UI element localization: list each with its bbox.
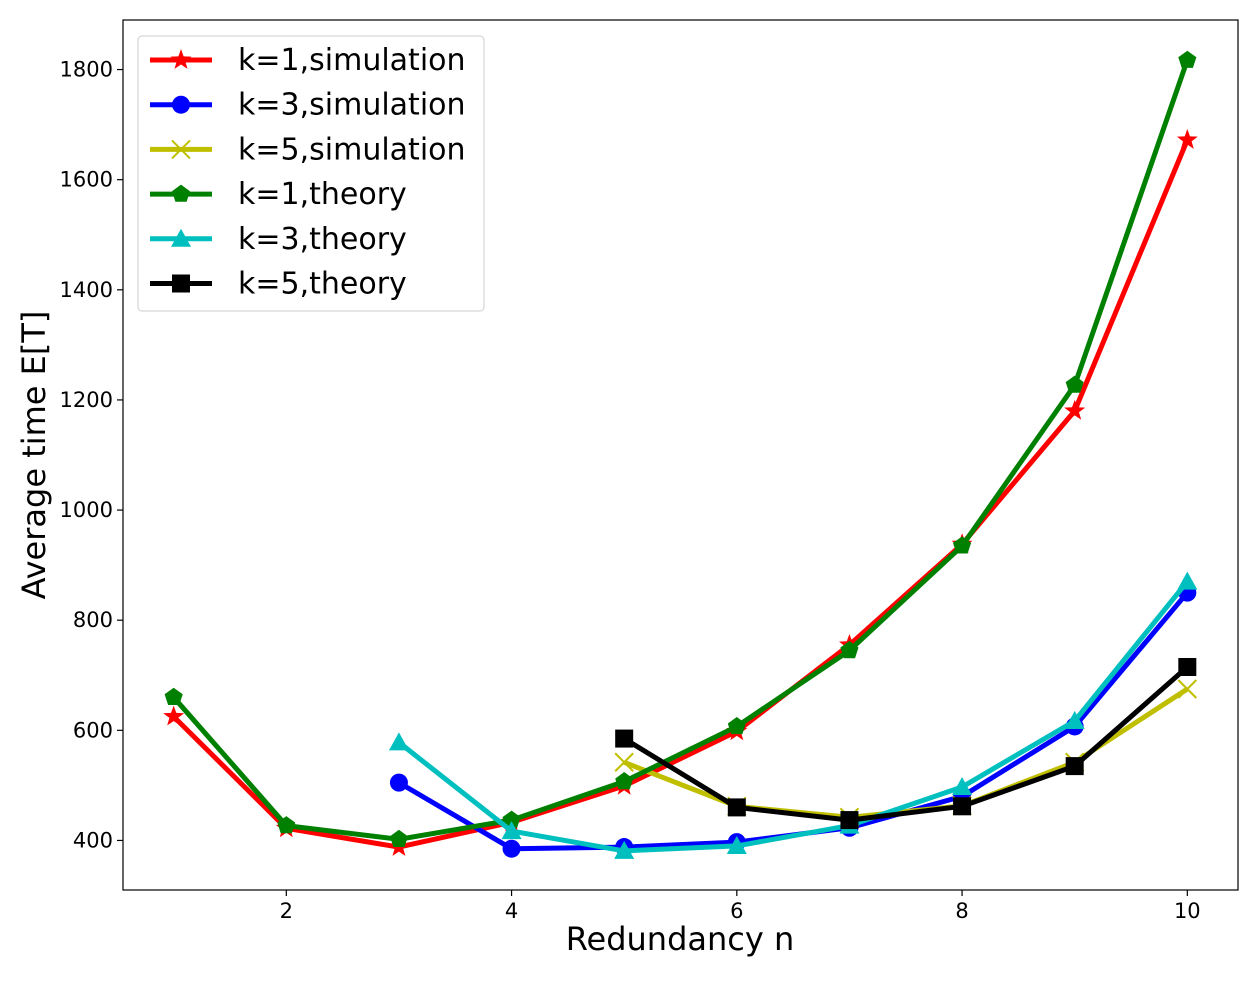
data-point — [952, 777, 973, 796]
data-point — [840, 641, 859, 659]
legend-label: k=5,theory — [238, 267, 407, 302]
y-tick-label: 600 — [73, 718, 113, 742]
data-point — [1065, 375, 1084, 393]
legend-marker — [172, 95, 190, 114]
y-tick-label: 400 — [73, 828, 113, 852]
data-point — [501, 821, 522, 840]
legend-entry: k=3,simulation — [150, 88, 466, 123]
x-tick-label: 2 — [280, 899, 293, 923]
y-tick-label: 1400 — [60, 278, 113, 302]
data-point — [615, 772, 634, 790]
legend-label: k=3,theory — [238, 222, 407, 257]
data-point — [164, 687, 183, 705]
legend-label: k=3,simulation — [238, 88, 466, 123]
legend-label: k=1,theory — [238, 177, 407, 212]
legend-entry: k=1,theory — [150, 177, 407, 212]
data-point — [389, 829, 408, 847]
y-tick-label: 1000 — [60, 498, 113, 522]
legend-marker — [172, 274, 190, 293]
legend-marker — [171, 228, 191, 247]
data-point — [1064, 710, 1085, 729]
series-k=1,theory — [164, 50, 1197, 847]
series-line — [171, 59, 1190, 842]
legend-marker — [170, 49, 192, 69]
data-point — [614, 840, 635, 859]
y-tick-label: 800 — [73, 608, 113, 632]
legend-box — [137, 35, 485, 312]
data-point — [388, 732, 409, 751]
legend-marker — [172, 184, 190, 202]
data-point — [727, 798, 746, 817]
data-point — [953, 797, 972, 816]
legend-marker — [171, 139, 191, 160]
x-tick-label: 8 — [955, 899, 968, 923]
legend-entry: k=5,theory — [150, 267, 407, 302]
legend-label: k=5,simulation — [238, 132, 466, 167]
data-point — [615, 729, 634, 748]
legend-label: k=1,simulation — [238, 43, 466, 78]
data-point — [502, 839, 521, 858]
series-line — [171, 139, 1190, 850]
data-point — [614, 752, 634, 772]
x-tick-label: 6 — [730, 899, 743, 923]
series-line — [397, 580, 1190, 854]
data-point — [840, 811, 859, 830]
data-point — [727, 717, 746, 735]
series-layer — [163, 50, 1198, 859]
data-point — [953, 536, 972, 554]
y-axis-label: Average time E[T] — [15, 311, 53, 600]
legend-entry: k=3,theory — [150, 222, 407, 257]
x-axis-label: Redundancy n — [566, 920, 795, 958]
data-point — [1064, 399, 1086, 420]
data-point — [1177, 679, 1198, 699]
legend: k=1,simulation k=3,simulation k=5,simulati… — [137, 35, 485, 312]
y-tick-label: 1200 — [60, 388, 113, 412]
data-point — [163, 705, 185, 726]
legend-entry: k=1,simulation — [150, 43, 466, 78]
data-point — [1176, 129, 1198, 149]
data-point — [1178, 50, 1197, 68]
data-point — [1065, 757, 1084, 776]
data-point — [1177, 571, 1198, 590]
data-point — [726, 835, 747, 854]
x-tick-label: 4 — [505, 899, 518, 923]
series-line — [622, 665, 1189, 823]
series-line — [623, 686, 1189, 820]
legend-entry: k=5,simulation — [150, 132, 466, 167]
x-tick-label: 10 — [1174, 899, 1201, 923]
y-tick-label: 1800 — [60, 58, 113, 82]
series-k=5,theory — [615, 657, 1197, 830]
axes-layer: 2 4 6 8 10 400 600 800 1000 1200 1400 1600 1800 — [60, 58, 1201, 923]
data-point — [1178, 657, 1197, 676]
y-tick-label: 1600 — [60, 168, 113, 192]
plot-frame — [122, 19, 1239, 891]
series-k=3,theory — [388, 571, 1198, 859]
data-point — [502, 810, 521, 828]
data-point — [277, 816, 296, 834]
data-point — [389, 773, 408, 792]
